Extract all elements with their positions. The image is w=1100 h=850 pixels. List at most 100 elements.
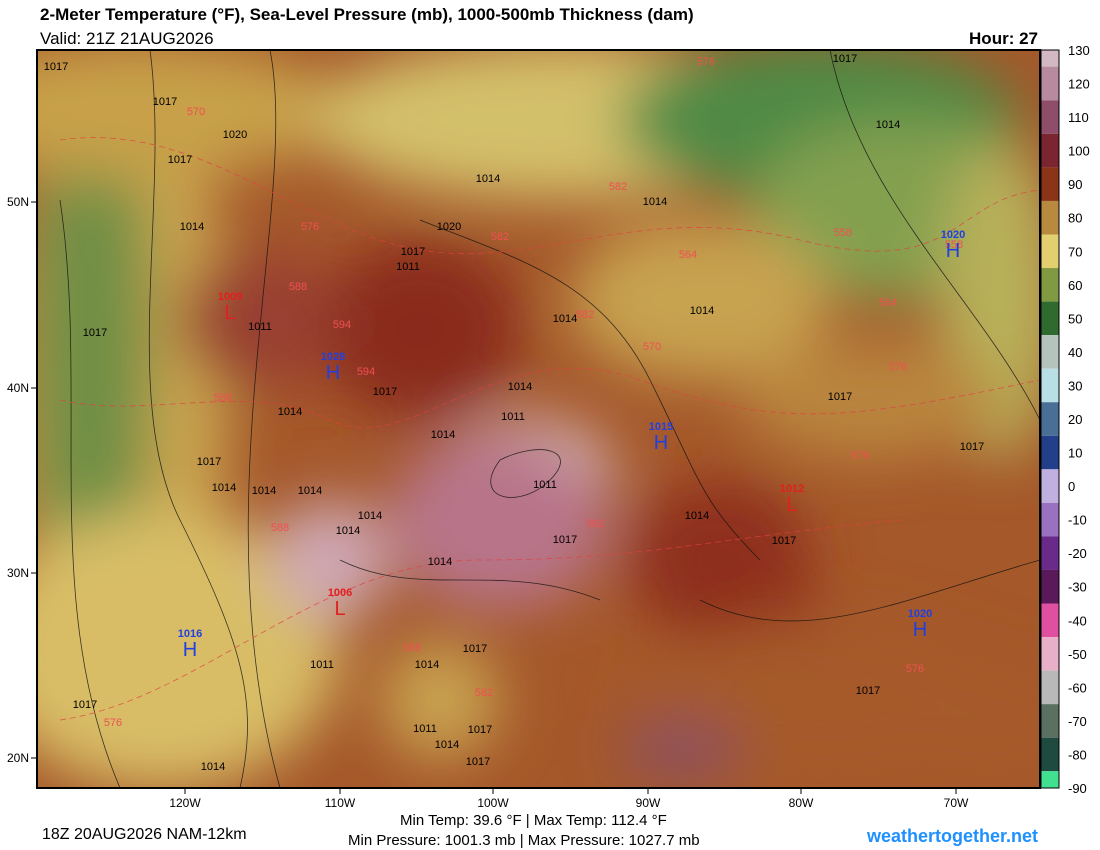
colorbar-swatch bbox=[1041, 234, 1059, 269]
colorbar-swatch bbox=[1041, 569, 1059, 604]
color-blob bbox=[270, 500, 390, 620]
isobar-label: 1017 bbox=[401, 246, 425, 258]
color-blob bbox=[380, 640, 500, 760]
colorbar-label: -30 bbox=[1068, 580, 1087, 595]
low-symbol: L bbox=[224, 302, 235, 324]
thickness-label: 594 bbox=[357, 366, 375, 378]
high-symbol: H bbox=[326, 362, 340, 384]
lon-label: 80W bbox=[789, 796, 814, 810]
isobar-label: 1014 bbox=[643, 196, 667, 208]
thickness-label: 582 bbox=[609, 181, 627, 193]
low-symbol: L bbox=[334, 598, 345, 620]
isobar-label: 1014 bbox=[298, 485, 322, 497]
thickness-contour bbox=[59, 519, 901, 721]
thickness-label: 576 bbox=[697, 56, 715, 68]
isobar-label: 1017 bbox=[553, 534, 577, 546]
thickness-label: 588 bbox=[271, 522, 289, 534]
isobar-label: 1017 bbox=[168, 154, 192, 166]
colorbar-label: 100 bbox=[1068, 144, 1090, 159]
colorbar-swatch bbox=[1041, 502, 1059, 537]
colorbar-frame bbox=[1040, 49, 1060, 789]
colorbar-swatch bbox=[1041, 402, 1059, 436]
isobar-label: 1017 bbox=[73, 699, 97, 711]
thickness-label: 576 bbox=[889, 361, 907, 373]
colorbar-swatch bbox=[1041, 268, 1059, 302]
thickness-label: 570 bbox=[187, 106, 205, 118]
high-value: 1028 bbox=[321, 351, 345, 363]
colorbar-swatch bbox=[1041, 66, 1059, 101]
colorbar-label: 90 bbox=[1068, 177, 1082, 192]
colorbar-label: 130 bbox=[1068, 43, 1090, 58]
isobar-label: 1017 bbox=[197, 456, 221, 468]
colorbar-label: 60 bbox=[1068, 278, 1082, 293]
low-value: 1009 bbox=[218, 291, 242, 303]
isobar-label: 1020 bbox=[437, 221, 461, 233]
isobar-label: 1017 bbox=[373, 386, 397, 398]
contour bbox=[699, 559, 1040, 622]
colorbar-label: -40 bbox=[1068, 613, 1087, 628]
isobar-label: 1014 bbox=[685, 510, 709, 522]
isobar-label: 1014 bbox=[690, 305, 714, 317]
colorbar-swatch bbox=[1041, 435, 1059, 470]
high-value: 1020 bbox=[908, 608, 932, 620]
isobar-label: 1011 bbox=[533, 479, 557, 491]
lat-label: 20N bbox=[7, 751, 29, 765]
colorbar-swatch bbox=[1041, 670, 1059, 705]
colorbar-label: 40 bbox=[1068, 345, 1082, 360]
model-run: 18Z 20AUG2026 NAM-12km bbox=[42, 826, 247, 843]
color-blob bbox=[910, 660, 1040, 780]
lat-label: 40N bbox=[7, 381, 29, 395]
thickness-label: 588 bbox=[214, 392, 232, 404]
contour bbox=[148, 50, 248, 788]
colorbar-label: 50 bbox=[1068, 311, 1082, 326]
colorbar-swatch bbox=[1041, 301, 1059, 336]
thickness-label: 576 bbox=[301, 221, 319, 233]
lat-label: 50N bbox=[7, 195, 29, 209]
thickness-label: 588 bbox=[403, 642, 421, 654]
colorbar-swatch bbox=[1041, 704, 1059, 738]
high-symbol: H bbox=[183, 639, 197, 661]
temperature-field bbox=[37, 50, 1040, 788]
colorbar-label: 120 bbox=[1068, 77, 1090, 92]
colorbar-swatch bbox=[1041, 603, 1059, 638]
temp-range: Min Temp: 39.6 °F | Max Temp: 112.4 °F bbox=[400, 812, 667, 829]
isobar-label: 1014 bbox=[435, 739, 459, 751]
isobar-label: 1017 bbox=[833, 53, 857, 65]
color-blob bbox=[570, 220, 830, 380]
colorbar-label: 0 bbox=[1068, 479, 1075, 494]
isobar-label: 1011 bbox=[396, 261, 420, 273]
colorbar-swatch bbox=[1041, 167, 1059, 201]
map-frame bbox=[36, 49, 1041, 789]
colorbar-swatch bbox=[1041, 335, 1059, 369]
thickness-label: 570 bbox=[643, 341, 661, 353]
colorbar-swatch bbox=[1041, 536, 1059, 570]
low-value: 1012 bbox=[780, 483, 804, 495]
color-blob bbox=[390, 430, 610, 610]
high-symbol: H bbox=[654, 432, 668, 454]
colorbar-label: -90 bbox=[1068, 781, 1087, 796]
isobar-label: 1017 bbox=[960, 441, 984, 453]
low-symbol: L bbox=[786, 494, 797, 516]
isobar-label: 1011 bbox=[310, 659, 334, 671]
isobar-label: 1014 bbox=[212, 482, 236, 494]
colorbar-swatch bbox=[1041, 200, 1059, 235]
isobar-label: 1017 bbox=[772, 535, 796, 547]
isobar-label: 1014 bbox=[201, 761, 225, 773]
thickness-label: 558 bbox=[945, 239, 963, 251]
colorbar-swatch bbox=[1041, 368, 1059, 403]
thickness-label: 564 bbox=[879, 297, 897, 309]
low-value: 1006 bbox=[328, 587, 352, 599]
isobar-label: 1011 bbox=[501, 411, 525, 423]
thickness-label: 582 bbox=[586, 518, 604, 530]
thickness-label: 588 bbox=[289, 281, 307, 293]
valid-time: Valid: 21Z 21AUG2026 bbox=[40, 29, 214, 48]
thickness-contour bbox=[59, 137, 1040, 255]
colorbar-label: 110 bbox=[1068, 110, 1089, 125]
contour bbox=[247, 50, 281, 788]
high-symbol: H bbox=[913, 619, 927, 641]
colorbar-label: -60 bbox=[1068, 680, 1087, 695]
isobar-label: 1014 bbox=[428, 556, 452, 568]
isobar-label: 1014 bbox=[278, 406, 302, 418]
